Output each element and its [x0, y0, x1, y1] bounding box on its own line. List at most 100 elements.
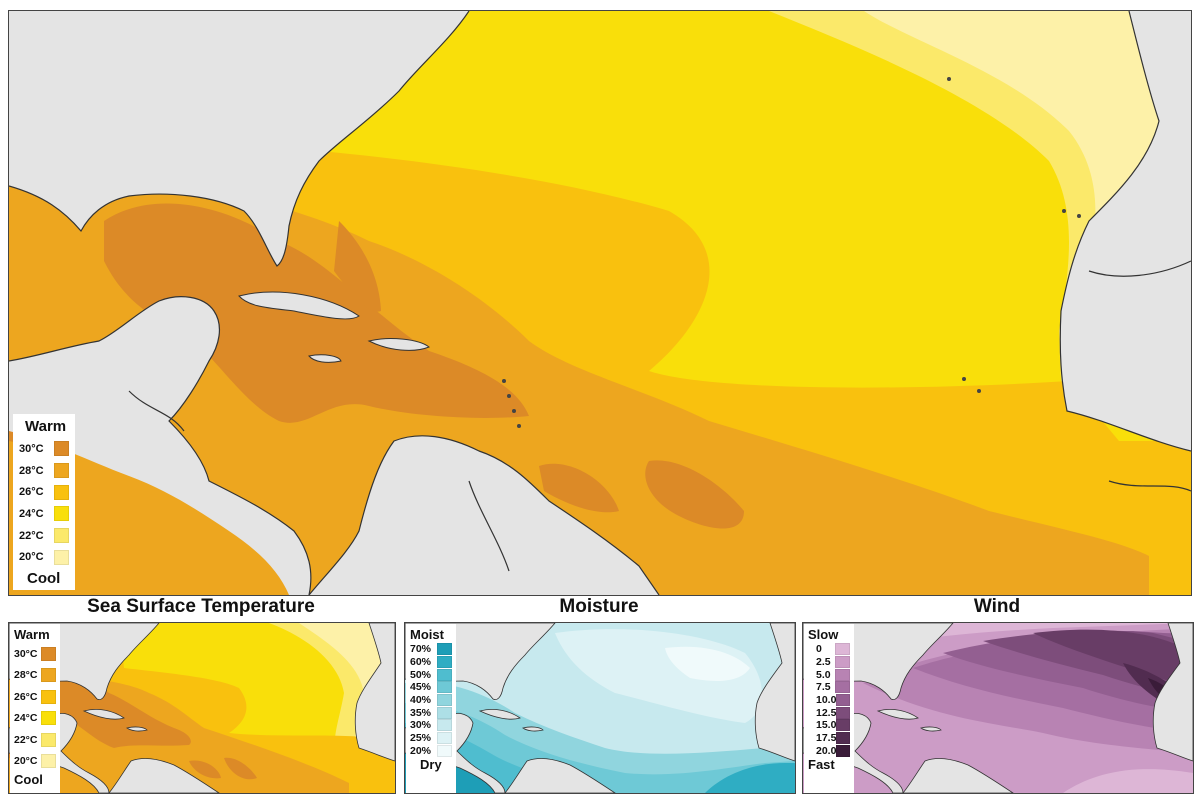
legend-entry-label: 17.5 [816, 732, 837, 745]
legend-swatch [54, 549, 69, 565]
sst-small-legend: Warm 30°C 28°C 26°C 24°C 22°C 20°C Cool [10, 624, 60, 793]
legend-swatch [54, 441, 69, 457]
main-sst-map [8, 10, 1192, 596]
legend-entry: 20°C [14, 751, 56, 773]
legend-entry-label: 70% [410, 643, 432, 656]
legend-swatch [437, 668, 452, 681]
legend-entry-label: 40% [410, 694, 432, 707]
legend-entry: 25% [410, 732, 452, 745]
legend-swatch [437, 744, 452, 757]
legend-entry: 40% [410, 694, 452, 707]
sst-small-map: Warm 30°C 28°C 26°C 24°C 22°C 20°C Cool [8, 622, 396, 794]
wind-map-graphic [803, 623, 1193, 793]
legend-swatch [41, 689, 56, 704]
moisture-caption: Moisture [559, 596, 639, 617]
legend-entry: 17.5 [808, 732, 850, 745]
legend-entry-label: 20°C [14, 755, 38, 768]
legend-entry: 20.0 [808, 744, 850, 758]
legend-entry-label: 15.0 [816, 719, 837, 732]
legend-entry-label: 50% [410, 668, 432, 681]
wind-caption: Wind [973, 596, 1021, 617]
legend-entry: 22°C [14, 729, 56, 751]
legend-entry: 24°C [14, 708, 56, 730]
legend-swatch [41, 711, 56, 726]
sst-small-map-graphic [9, 623, 395, 793]
wind-legend: Slow 0 2.5 5.0 7.5 10.0 12.5 15.0 17.5 2… [804, 624, 854, 793]
legend-entry: 26°C [19, 481, 69, 503]
legend-swatch [437, 719, 452, 732]
legend-entry: 30°C [19, 438, 69, 460]
legend-entry-label: 20.0 [816, 744, 837, 757]
legend-entry: 20% [410, 744, 452, 758]
legend-entry: 15.0 [808, 719, 850, 732]
legend-entry: 5.0 [808, 668, 850, 681]
legend-entry-label: 12.5 [816, 706, 837, 719]
legend-entry-label: 25% [410, 732, 432, 745]
legend-entry: 20°C [19, 546, 69, 568]
legend-entry-label: 22°C [14, 733, 38, 746]
legend-entry: 28°C [14, 665, 56, 687]
legend-top-label: Warm [25, 418, 67, 435]
legend-entry: 12.5 [808, 706, 850, 719]
legend-bottom-label: Cool [27, 570, 61, 588]
legend-swatch [836, 744, 850, 757]
legend-top-label: Warm [14, 627, 50, 642]
legend-entry-label: 30°C [19, 442, 44, 455]
wind-map: Slow 0 2.5 5.0 7.5 10.0 12.5 15.0 17.5 2… [802, 622, 1194, 794]
legend-swatch [437, 694, 452, 707]
legend-entry-label: 28°C [19, 464, 44, 477]
legend-entry-label: 60% [410, 656, 432, 669]
legend-entry: 24°C [19, 503, 69, 525]
legend-swatch [54, 506, 69, 522]
legend-entry: 70% [410, 643, 452, 656]
legend-entry: 26°C [14, 686, 56, 708]
legend-entry: 22°C [19, 525, 69, 547]
legend-entry-label: 0 [816, 643, 822, 656]
legend-entry-label: 45% [410, 681, 432, 694]
legend-entry-label: 24°C [14, 712, 38, 725]
legend-entry-label: 30°C [14, 647, 38, 660]
legend-bottom-label: Dry [420, 757, 442, 773]
legend-swatch [836, 706, 850, 719]
legend-entry-label: 5.0 [816, 668, 831, 681]
legend-swatch [437, 656, 452, 669]
legend-swatch [835, 668, 850, 681]
legend-bottom-label: Cool [14, 772, 43, 787]
legend-entry-label: 10.0 [816, 694, 837, 707]
legend-swatch [54, 528, 69, 544]
legend-swatch [54, 484, 69, 500]
moisture-map: Moist 70% 60% 50% 45% 40% 35% 30% 25% 20… [404, 622, 796, 794]
legend-swatch [835, 681, 850, 694]
moisture-map-graphic [405, 623, 795, 793]
legend-entry: 50% [410, 668, 452, 681]
legend-top-label: Slow [808, 627, 839, 642]
legend-entry-label: 24°C [19, 507, 44, 520]
legend-entry: 2.5 [808, 656, 850, 669]
sst-caption: Sea Surface Temperature [87, 596, 315, 617]
legend-entry-label: 20°C [19, 551, 44, 564]
legend-entry-label: 30% [410, 719, 432, 732]
legend-entry: 45% [410, 681, 452, 694]
sst-map-graphic [9, 11, 1191, 595]
legend-entry: 35% [410, 706, 452, 719]
legend-entry-label: 20% [410, 744, 432, 757]
legend-swatch [836, 732, 850, 745]
legend-swatch [54, 463, 69, 479]
legend-entry-label: 22°C [19, 529, 44, 542]
legend-top-label: Moist [410, 627, 444, 642]
legend-entry-label: 2.5 [816, 656, 831, 669]
legend-entry: 0 [808, 643, 850, 656]
legend-swatch [836, 719, 850, 732]
legend-swatch [41, 668, 56, 683]
legend-swatch [437, 706, 452, 719]
moisture-legend: Moist 70% 60% 50% 45% 40% 35% 30% 25% 20… [406, 624, 456, 793]
legend-entry-label: 26°C [14, 690, 38, 703]
legend-bottom-label: Fast [808, 757, 835, 773]
temperature-legend: Warm 30°C 28°C 26°C 24°C 22°C 20°C Cool [13, 414, 75, 590]
legend-entry-label: 7.5 [816, 681, 831, 694]
legend-entry: 30% [410, 719, 452, 732]
legend-swatch [437, 643, 452, 656]
legend-entry-label: 35% [410, 706, 432, 719]
legend-swatch [41, 646, 56, 661]
legend-entry-label: 26°C [19, 486, 44, 499]
